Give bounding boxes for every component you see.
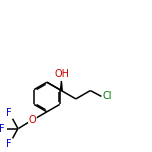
Text: O: O bbox=[29, 115, 36, 125]
Text: OH: OH bbox=[54, 69, 69, 79]
Text: Cl: Cl bbox=[102, 91, 112, 101]
Text: F: F bbox=[6, 139, 12, 149]
Text: F: F bbox=[6, 108, 12, 118]
Polygon shape bbox=[60, 81, 62, 91]
Text: F: F bbox=[0, 124, 5, 134]
